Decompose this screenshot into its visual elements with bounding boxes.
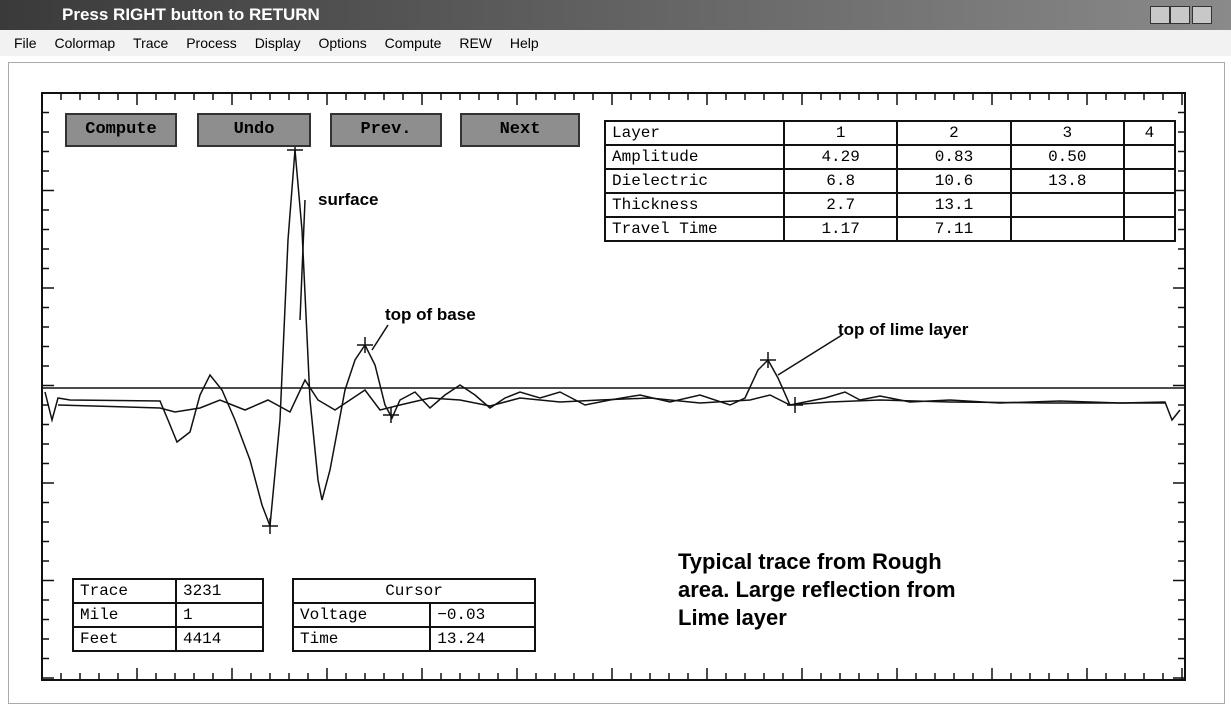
caption-line: area. Large reflection from	[678, 577, 956, 602]
annotation: top of lime layer	[838, 320, 969, 339]
main-area	[8, 62, 1225, 704]
window-title: Press RIGHT button to RETURN	[62, 5, 320, 24]
menu-item[interactable]: Options	[318, 35, 367, 51]
close-button[interactable]	[1192, 6, 1212, 24]
undo-button[interactable]: Undo	[197, 113, 311, 147]
cell	[1009, 216, 1125, 242]
cell	[1122, 168, 1177, 194]
cell: 3	[1009, 120, 1125, 146]
cell: 13.8	[1009, 168, 1125, 194]
cell: 1	[174, 602, 265, 628]
menu-item[interactable]: Process	[186, 35, 237, 51]
frame-ticks	[41, 92, 1185, 680]
cell: Layer	[604, 120, 785, 146]
cursor-table: Cursor Voltage −0.03 Time 13.24	[291, 578, 536, 652]
layer-table: Layer 1 2 3 4 Amplitude 4.29 0.83 0.50 Dielectr…	[604, 120, 1177, 242]
cell	[1122, 192, 1177, 218]
annotation: top of base	[385, 305, 476, 324]
cell: 3231	[174, 578, 265, 604]
menu-bar: File Colormap Trace Process Display Opti…	[0, 30, 1231, 56]
cell	[1122, 144, 1177, 170]
cell: 2.7	[782, 192, 899, 218]
maximize-button[interactable]	[1170, 6, 1190, 24]
next-button[interactable]: Next	[460, 113, 580, 147]
cell: Thickness	[604, 192, 785, 218]
plot-frame	[41, 92, 1186, 681]
trace-line	[44, 149, 1181, 527]
cell: Dielectric	[604, 168, 785, 194]
cell: 0.83	[896, 144, 1012, 170]
caption-line: Typical trace from Rough	[678, 549, 942, 574]
caption-line: Lime layer	[678, 605, 787, 630]
menu-item[interactable]: Trace	[133, 35, 169, 51]
cell: 7.11	[896, 216, 1012, 242]
cell: 1.17	[782, 216, 899, 242]
cell: −0.03	[429, 602, 536, 628]
trace-table: Trace 3231 Mile 1 Feet 4414	[72, 578, 265, 652]
cell: Trace	[72, 578, 177, 604]
cell	[1009, 192, 1125, 218]
tick-marks	[41, 92, 1185, 680]
cell: Time	[291, 626, 432, 652]
cell: 10.6	[896, 168, 1012, 194]
cell: Mile	[72, 602, 177, 628]
minimize-button[interactable]	[1150, 6, 1170, 24]
cell: 4.29	[782, 144, 899, 170]
menu-item[interactable]: Colormap	[54, 35, 116, 51]
cell: 1	[782, 120, 899, 146]
title-bar: Press RIGHT button to RETURN	[0, 0, 1231, 30]
annotation: surface	[318, 190, 378, 209]
pick-markers	[262, 142, 843, 534]
menu-item[interactable]: Display	[254, 35, 301, 51]
cell	[1122, 216, 1177, 242]
prev-button[interactable]: Prev.	[330, 113, 442, 147]
cell: Feet	[72, 626, 177, 652]
cell: 13.1	[896, 192, 1012, 218]
menu-item[interactable]: File	[14, 35, 37, 51]
cell: 2	[896, 120, 1012, 146]
caption: Typical trace from Rough area. Large ref…	[678, 548, 956, 632]
compute-button[interactable]: Compute	[65, 113, 177, 147]
cell: Cursor	[292, 578, 536, 604]
cell: 0.50	[1009, 144, 1125, 170]
cell: Travel Time	[604, 216, 785, 242]
menu-item[interactable]: Help	[509, 35, 539, 51]
cell: 4414	[174, 626, 265, 652]
cell: 6.8	[782, 168, 899, 194]
cell: Amplitude	[604, 144, 785, 170]
cell: Voltage	[291, 602, 432, 628]
cell: 4	[1122, 120, 1177, 146]
menu-item[interactable]: REW	[459, 35, 492, 51]
menu-item[interactable]: Compute	[384, 35, 442, 51]
cell: 13.24	[429, 626, 536, 652]
